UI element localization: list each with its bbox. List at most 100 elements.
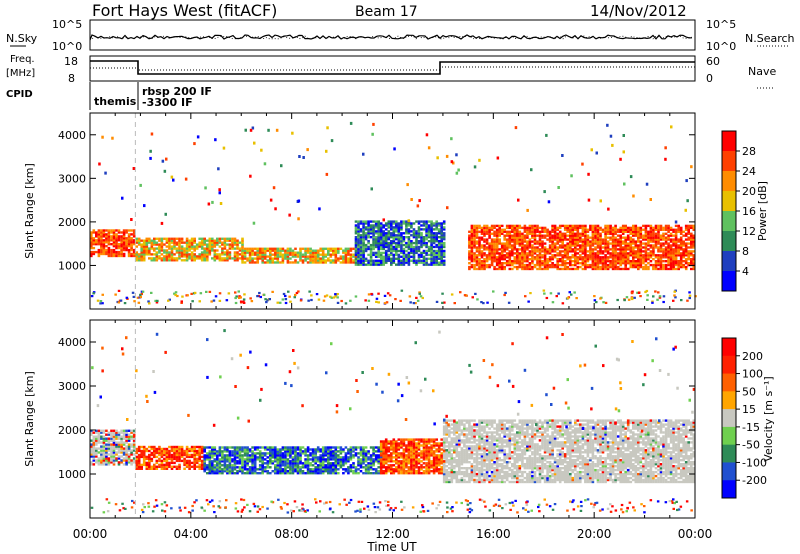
heatmap-cell bbox=[321, 446, 325, 449]
heatmap-cell bbox=[100, 239, 103, 242]
heatmap-cell bbox=[102, 431, 106, 434]
heatmap-cell bbox=[377, 245, 380, 249]
heatmap-cell bbox=[589, 226, 592, 230]
heatmap-cell bbox=[395, 226, 398, 229]
heatmap-cell bbox=[690, 244, 693, 247]
heatmap-cell bbox=[536, 224, 539, 228]
heatmap-cell bbox=[321, 470, 325, 473]
heatmap-cell bbox=[354, 249, 358, 253]
heatmap-cell bbox=[195, 457, 199, 461]
heatmap-cell bbox=[269, 456, 272, 459]
heatmap-cell bbox=[132, 233, 136, 236]
heatmap-cell bbox=[606, 240, 610, 243]
heatmap-cell bbox=[178, 453, 181, 457]
heatmap-cell bbox=[127, 459, 131, 462]
heatmap-cell bbox=[508, 260, 512, 263]
heatmap-cell bbox=[258, 251, 262, 254]
heatmap-cell bbox=[513, 232, 517, 235]
heatmap-cell bbox=[271, 450, 275, 453]
heatmap-cell bbox=[301, 462, 305, 465]
heatmap-cell bbox=[148, 461, 151, 465]
heatmap-cell bbox=[107, 443, 111, 446]
heatmap-cell bbox=[319, 462, 322, 465]
heatmap-cell bbox=[309, 255, 312, 258]
heatmap-cell bbox=[390, 234, 393, 237]
heatmap-cell bbox=[470, 258, 474, 261]
heatmap-cell bbox=[100, 453, 103, 456]
heatmap-cell bbox=[281, 249, 285, 252]
heatmap-cell bbox=[521, 254, 524, 257]
heatmap-cell bbox=[642, 260, 645, 263]
heatmap-cell bbox=[168, 465, 171, 468]
heatmap-cell bbox=[225, 299, 229, 302]
heatmap-cell bbox=[493, 244, 496, 247]
heatmap-cell bbox=[543, 248, 547, 251]
heatmap-cell bbox=[173, 465, 176, 468]
heatmap-cell bbox=[542, 289, 546, 292]
heatmap-cell bbox=[623, 299, 626, 302]
heatmap-cell bbox=[145, 249, 149, 252]
heatmap-cell bbox=[281, 468, 285, 471]
heatmap-cell bbox=[289, 300, 292, 303]
heatmap-cell bbox=[279, 464, 282, 467]
heatmap-cell bbox=[619, 228, 622, 231]
heatmap-cell bbox=[521, 252, 524, 255]
heatmap-cell bbox=[160, 257, 164, 260]
heatmap-cell bbox=[415, 220, 418, 223]
heatmap-cell bbox=[362, 259, 365, 262]
heatmap-cell bbox=[304, 464, 307, 467]
heatmap-cell bbox=[632, 248, 635, 251]
heatmap-cell bbox=[107, 461, 111, 464]
heatmap-cell bbox=[543, 292, 546, 295]
heatmap-cell bbox=[294, 255, 297, 258]
heatmap-cell bbox=[637, 238, 640, 241]
heatmap-cell bbox=[233, 466, 237, 469]
heatmap-cell bbox=[291, 472, 295, 475]
heatmap-cell bbox=[649, 260, 653, 263]
heatmap-cell bbox=[293, 296, 296, 299]
heatmap-cell bbox=[266, 466, 270, 469]
heatmap-cell bbox=[190, 251, 194, 254]
heatmap-cell bbox=[601, 228, 605, 231]
heatmap-cell bbox=[241, 239, 244, 242]
heatmap-cell bbox=[154, 299, 157, 302]
heatmap-cell bbox=[531, 232, 534, 235]
heatmap-cell bbox=[657, 260, 660, 263]
heatmap-cell bbox=[337, 249, 340, 252]
heatmap-cell bbox=[248, 460, 252, 463]
heatmap-cell bbox=[511, 262, 514, 265]
heatmap-cell bbox=[99, 302, 102, 305]
heatmap-cell bbox=[135, 237, 138, 240]
heatmap-cell bbox=[437, 255, 441, 258]
heatmap-cell bbox=[581, 267, 585, 271]
heatmap-cell bbox=[226, 448, 229, 451]
heatmap-cell bbox=[332, 446, 335, 449]
heatmap-cell bbox=[188, 239, 191, 242]
heatmap-cell bbox=[155, 447, 159, 451]
heatmap-cell bbox=[574, 234, 577, 237]
heatmap-cell bbox=[357, 253, 360, 257]
heatmap-cell bbox=[244, 128, 247, 132]
heatmap-cell bbox=[511, 236, 514, 239]
heatmap-cell bbox=[332, 296, 336, 299]
heatmap-cell bbox=[579, 232, 582, 235]
heatmap-cell bbox=[132, 429, 136, 432]
heatmap-cell bbox=[553, 236, 557, 239]
heatmap-cell bbox=[289, 448, 292, 451]
heatmap-cell bbox=[637, 254, 640, 257]
heatmap-cell bbox=[269, 259, 272, 262]
heatmap-cell bbox=[337, 472, 340, 475]
heatmap-cell bbox=[183, 449, 186, 453]
heatmap-cell bbox=[218, 299, 222, 302]
heatmap-cell bbox=[213, 253, 217, 256]
heatmap-cell bbox=[480, 226, 484, 230]
heatmap-cell bbox=[508, 258, 512, 261]
heatmap-cell bbox=[204, 186, 207, 190]
heatmap-cell bbox=[584, 246, 587, 249]
heatmap-cell bbox=[407, 253, 411, 257]
heatmap-cell bbox=[281, 253, 285, 256]
heatmap-cell bbox=[203, 450, 206, 453]
heatmap-cell bbox=[284, 460, 287, 463]
heatmap-cell bbox=[316, 261, 320, 264]
heatmap-cell bbox=[508, 267, 512, 271]
